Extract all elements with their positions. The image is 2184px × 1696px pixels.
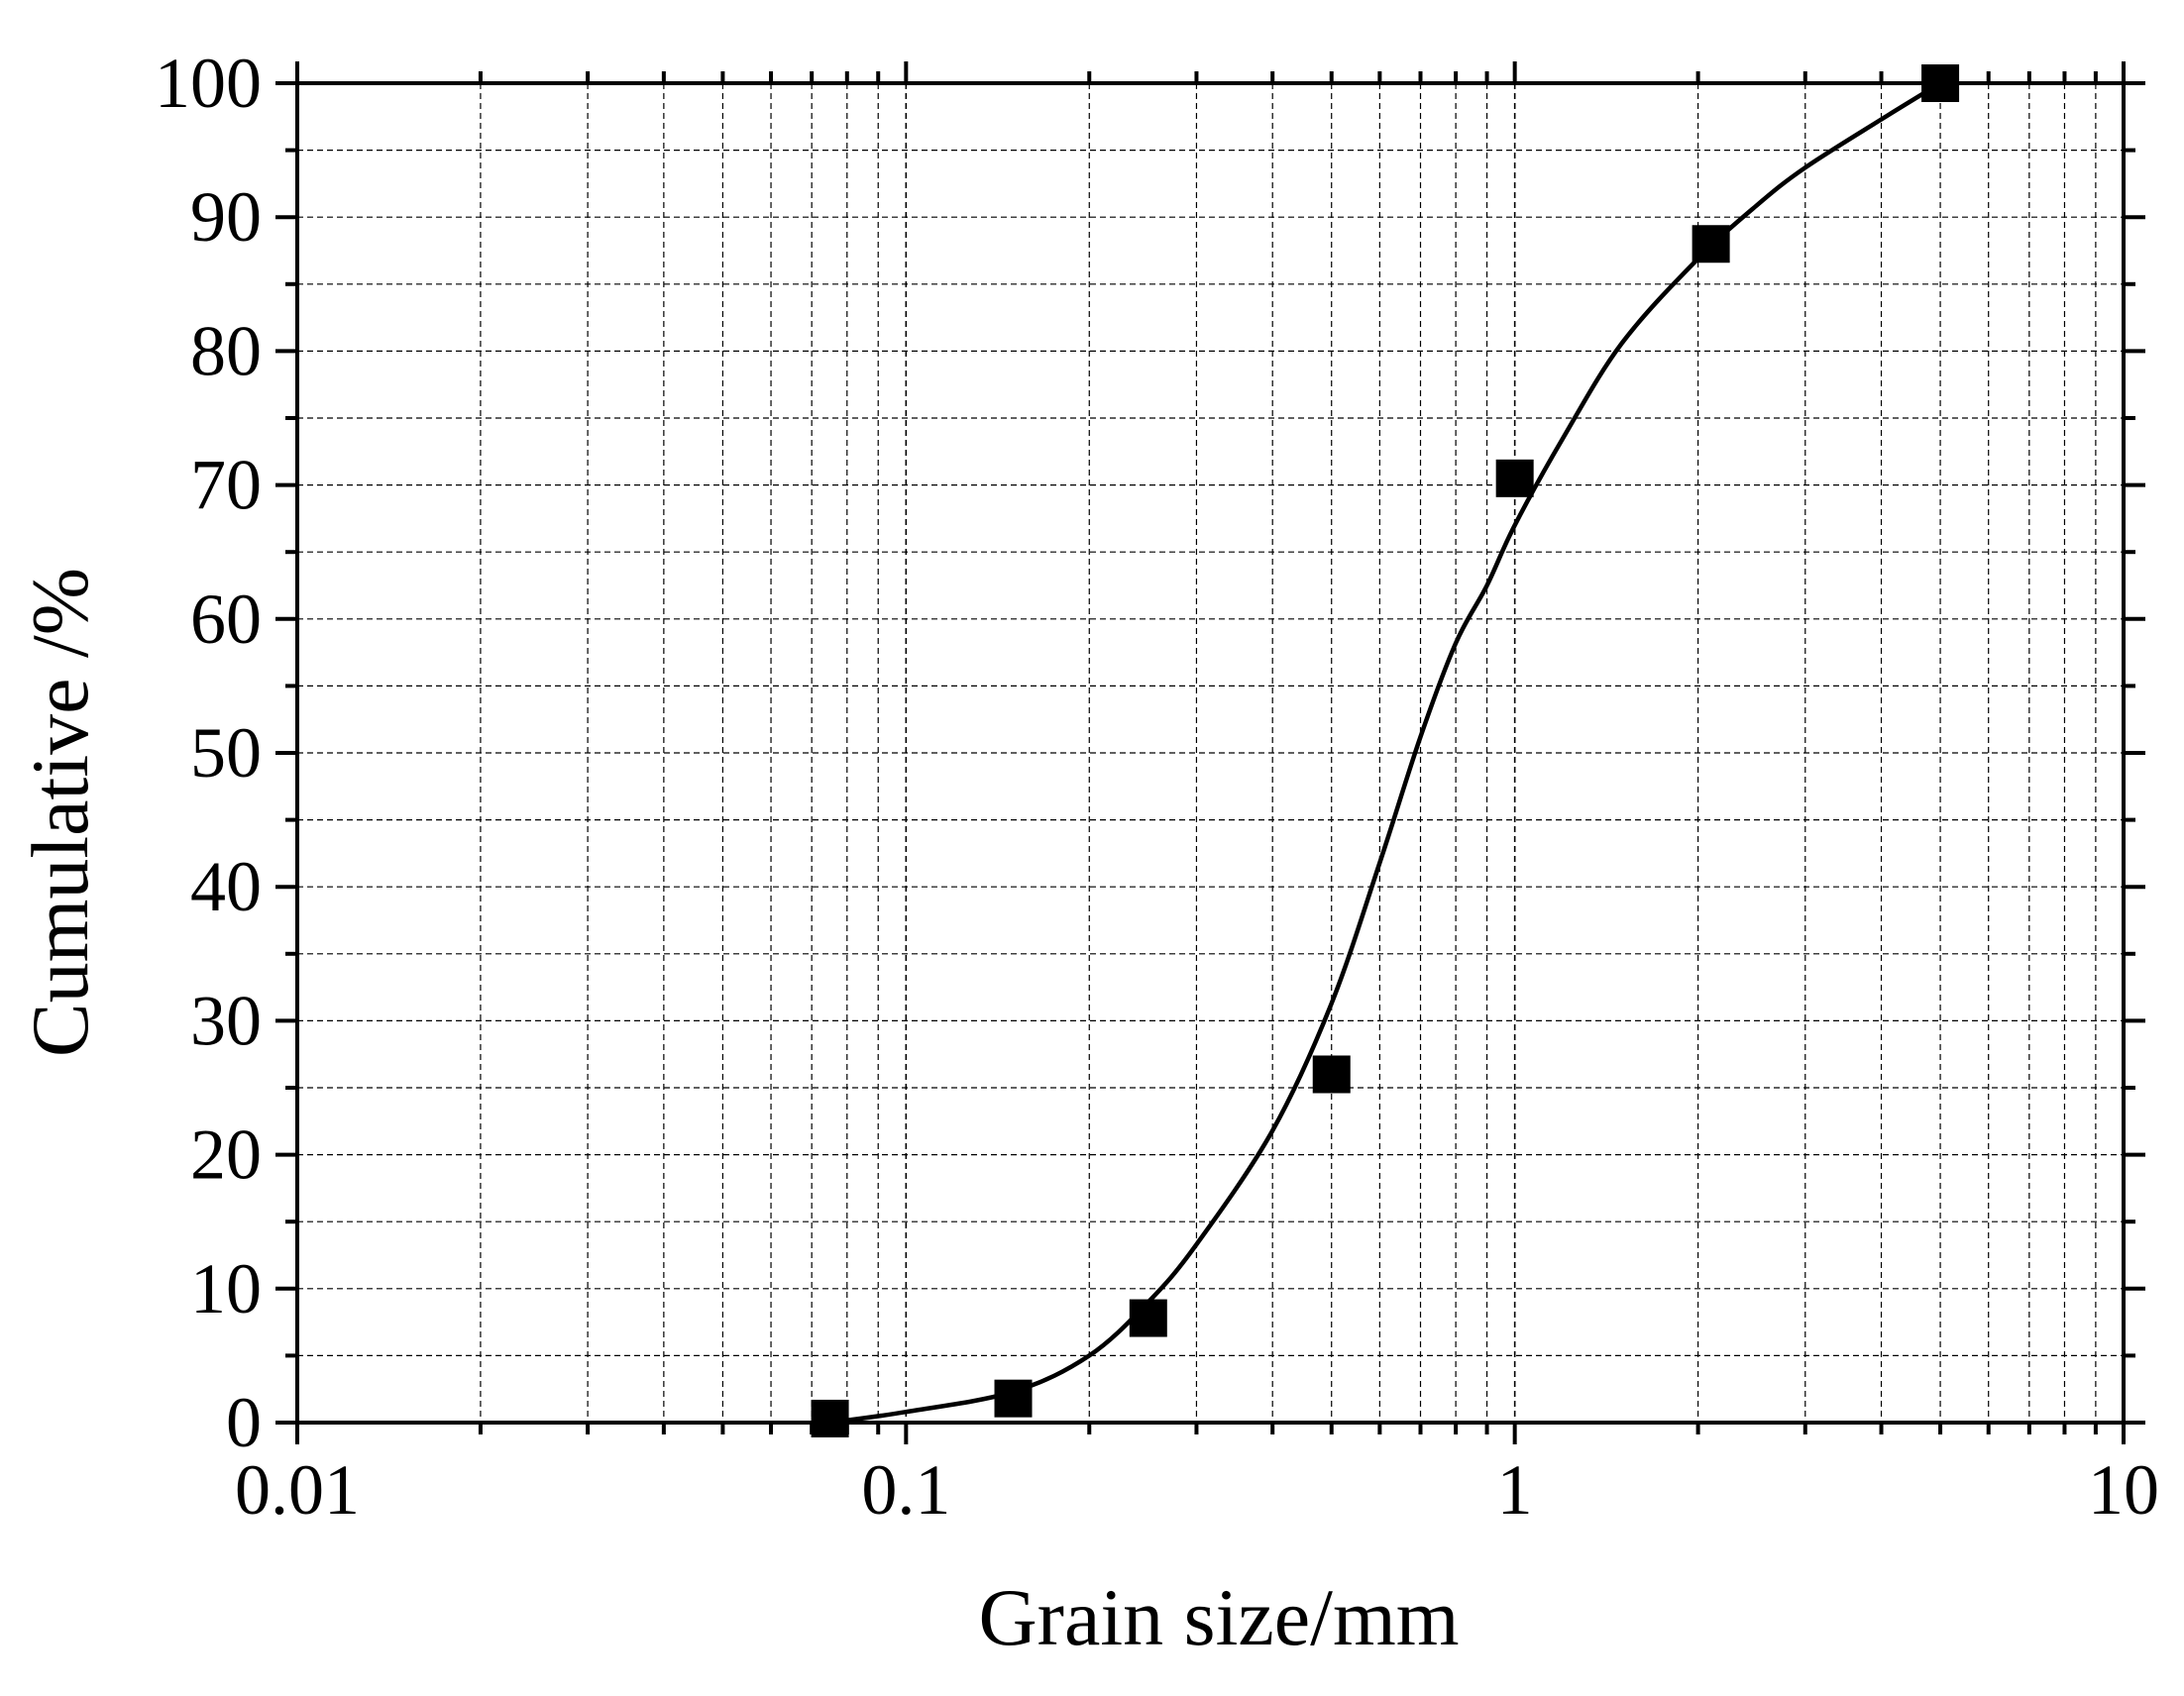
x-tick-label: 0.1 (861, 1450, 950, 1530)
data-point (1312, 1055, 1351, 1094)
x-tick-label: 10 (2088, 1450, 2159, 1530)
x-tick-label: 0.01 (235, 1450, 360, 1530)
data-point (1495, 459, 1534, 497)
y-tick-label: 40 (190, 847, 262, 926)
tick-labels: 0 10 20 30 40 50 60 70 80 90 100 0.01 0.1 1 10 (155, 44, 2159, 1530)
y-tick-label: 70 (190, 446, 262, 525)
y-tick-label: 10 (190, 1249, 262, 1328)
data-point (994, 1379, 1033, 1418)
x-axis-title: Grain size/mm (978, 1572, 1459, 1662)
y-tick-label: 90 (190, 177, 262, 257)
y-tick-label: 0 (226, 1383, 262, 1462)
data-points (811, 64, 1960, 1437)
y-tick-label: 100 (155, 44, 262, 123)
y-tick-label: 50 (190, 713, 262, 793)
y-tick-label: 80 (190, 311, 262, 390)
y-axis-title: Cumulative /% (15, 568, 105, 1057)
data-point (811, 1399, 849, 1437)
data-point (1921, 64, 1960, 102)
y-tick-label: 30 (190, 981, 262, 1060)
data-point (1692, 225, 1730, 264)
data-point (1129, 1299, 1167, 1337)
y-tick-label: 20 (190, 1115, 262, 1195)
x-tick-label: 1 (1497, 1450, 1533, 1530)
y-tick-label: 60 (190, 580, 262, 659)
grid-lines (297, 83, 2124, 1423)
